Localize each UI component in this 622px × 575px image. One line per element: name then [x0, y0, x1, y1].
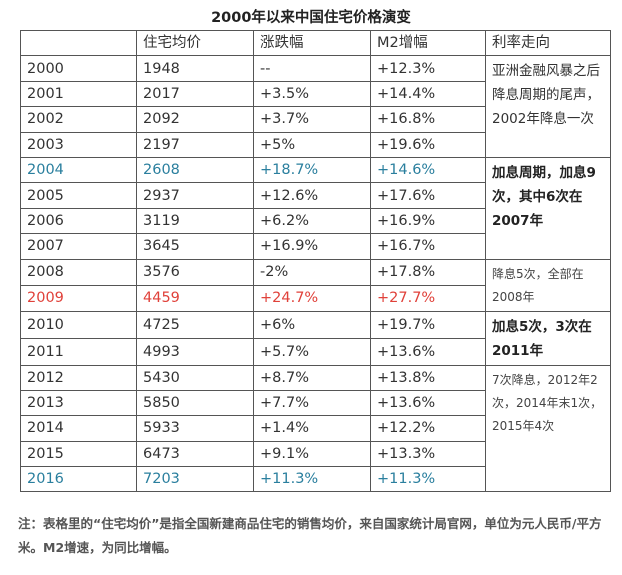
change-cell: +18.7% [253, 156, 371, 184]
change-cell: +3.5% [253, 80, 371, 108]
m2-cell: +19.7% [370, 310, 486, 339]
year-cell: 2015 [20, 440, 137, 468]
m2-cell: +13.8% [370, 364, 486, 391]
table-row: 2005 2937 +12.6% +17.6% [20, 182, 611, 209]
year-cell: 2003 [20, 131, 137, 158]
year-cell: 2001 [20, 80, 137, 108]
year-cell: 2014 [20, 415, 137, 442]
header-rate: 利率走向 [485, 29, 611, 57]
price-cell: 3645 [136, 233, 254, 260]
table-row: 2012 5430 +8.7% +13.8% 7次降息，2012年2次，2014年末1次… [20, 364, 611, 493]
price-cell: 5430 [136, 364, 254, 391]
change-cell: -2% [253, 258, 371, 286]
price-cell: 2937 [136, 182, 254, 209]
price-cell: 4459 [136, 284, 254, 312]
m2-cell: +19.6% [370, 131, 486, 158]
table-row: 2015 6473 +9.1% +13.3% [20, 440, 611, 468]
table-title: 2000年以来中国住宅价格演变 [211, 10, 411, 26]
header-m2: M2增幅 [370, 29, 486, 57]
rate-note-cell: 加息5次，3次在2011年 [485, 310, 611, 366]
change-cell: +6% [253, 310, 371, 339]
table-row: 2001 2017 +3.5% +14.4% [20, 80, 611, 108]
price-cell: 1948 [136, 55, 254, 82]
m2-cell: +12.3% [370, 55, 486, 82]
header-year [20, 29, 137, 57]
price-cell: 2092 [136, 106, 254, 133]
housing-price-table: 住宅均价 涨跌幅 M2增幅 利率走向 2000 1948 -- +12.3% 亚洲金融风… [20, 29, 611, 493]
change-cell: +7.7% [253, 389, 371, 417]
change-cell: +5.7% [253, 337, 371, 366]
m2-cell: +11.3% [370, 466, 486, 493]
m2-cell: +16.7% [370, 233, 486, 260]
change-cell: +11.3% [253, 466, 371, 493]
change-cell: +5% [253, 131, 371, 158]
m2-cell: +16.9% [370, 207, 486, 235]
table-row: 2009 4459 +24.7% +27.7% [20, 284, 611, 312]
rate-note-cell: 7次降息，2012年2次，2014年末1次，2015年4次 [485, 364, 611, 493]
m2-cell: +14.6% [370, 156, 486, 184]
price-cell: 4993 [136, 337, 254, 366]
price-cell: 7203 [136, 466, 254, 493]
header-change: 涨跌幅 [253, 29, 371, 57]
change-cell: +3.7% [253, 106, 371, 133]
price-cell: 4725 [136, 310, 254, 339]
price-cell: 5933 [136, 415, 254, 442]
year-cell: 2016 [20, 466, 137, 493]
year-cell: 2005 [20, 182, 137, 209]
price-cell: 2608 [136, 156, 254, 184]
price-cell: 2197 [136, 131, 254, 158]
price-cell: 6473 [136, 440, 254, 468]
m2-cell: +13.3% [370, 440, 486, 468]
m2-cell: +12.2% [370, 415, 486, 442]
table-row: 2007 3645 +16.9% +16.7% [20, 233, 611, 260]
m2-cell: +17.8% [370, 258, 486, 286]
change-cell: +24.7% [253, 284, 371, 312]
rate-note-cell: 加息周期，加息9次，其中6次在2007年 [485, 156, 611, 260]
table-row: 2004 2608 +18.7% +14.6% 加息周期，加息9次，其中6次在2007年 [20, 156, 611, 260]
year-cell: 2009 [20, 284, 137, 312]
year-cell: 2011 [20, 337, 137, 366]
table-row: 2008 3576 -2% +17.8% 降息5次，全部在2008年 [20, 258, 611, 312]
change-cell: +16.9% [253, 233, 371, 260]
table-row: 2000 1948 -- +12.3% 亚洲金融风暴之后降息周期的尾声，2002年降息一… [20, 55, 611, 158]
m2-cell: +13.6% [370, 337, 486, 366]
table-row: 2016 7203 +11.3% +11.3% [20, 466, 611, 493]
year-cell: 2000 [20, 55, 137, 82]
change-cell: +12.6% [253, 182, 371, 209]
year-cell: 2010 [20, 310, 137, 339]
rate-note-cell: 亚洲金融风暴之后降息周期的尾声，2002年降息一次 [485, 55, 611, 158]
m2-cell: +16.8% [370, 106, 486, 133]
m2-cell: +27.7% [370, 284, 486, 312]
m2-cell: +14.4% [370, 80, 486, 108]
table-row: 2003 2197 +5% +19.6% [20, 131, 611, 158]
year-cell: 2008 [20, 258, 137, 286]
year-cell: 2007 [20, 233, 137, 260]
price-cell: 3576 [136, 258, 254, 286]
year-cell: 2012 [20, 364, 137, 391]
header-row: 住宅均价 涨跌幅 M2增幅 利率走向 [20, 29, 611, 57]
change-cell: +8.7% [253, 364, 371, 391]
price-cell: 5850 [136, 389, 254, 417]
year-cell: 2006 [20, 207, 137, 235]
table-row: 2006 3119 +6.2% +16.9% [20, 207, 611, 235]
price-cell: 3119 [136, 207, 254, 235]
m2-cell: +17.6% [370, 182, 486, 209]
footnote: 注：表格里的“住宅均价”是指全国新建商品住宅的销售均价，来自国家统计局官网，单位… [18, 516, 602, 555]
price-cell: 2017 [136, 80, 254, 108]
m2-cell: +13.6% [370, 389, 486, 417]
change-cell: -- [253, 55, 371, 82]
table-row: 2010 4725 +6% +19.7% 加息5次，3次在2011年 [20, 310, 611, 366]
change-cell: +6.2% [253, 207, 371, 235]
change-cell: +1.4% [253, 415, 371, 442]
year-cell: 2004 [20, 156, 137, 184]
table-row: 2011 4993 +5.7% +13.6% [20, 337, 611, 366]
table-row: 2002 2092 +3.7% +16.8% [20, 106, 611, 133]
rate-note-cell: 降息5次，全部在2008年 [485, 258, 611, 312]
header-price: 住宅均价 [136, 29, 254, 57]
year-cell: 2013 [20, 389, 137, 417]
change-cell: +9.1% [253, 440, 371, 468]
year-cell: 2002 [20, 106, 137, 133]
